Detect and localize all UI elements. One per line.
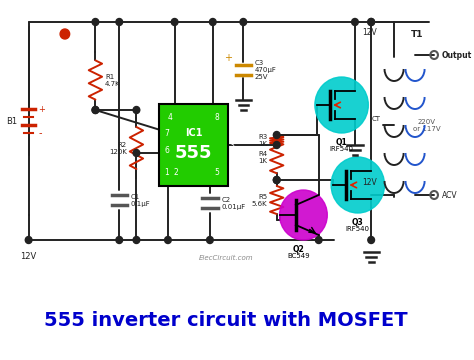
Text: 8: 8 (215, 113, 219, 122)
Text: Q2: Q2 (293, 245, 304, 254)
Circle shape (273, 176, 280, 184)
Circle shape (273, 141, 280, 149)
Circle shape (92, 18, 99, 26)
Text: IRF540: IRF540 (346, 226, 370, 232)
Text: 6: 6 (164, 145, 169, 154)
Circle shape (164, 237, 171, 243)
Circle shape (315, 237, 322, 243)
Text: Q3: Q3 (352, 218, 364, 227)
Text: +: + (38, 104, 45, 113)
Circle shape (331, 157, 384, 213)
Circle shape (210, 18, 216, 26)
Text: C2
0.01μF: C2 0.01μF (221, 197, 246, 210)
Circle shape (92, 107, 99, 113)
Text: Output: Output (442, 50, 472, 59)
Text: T1: T1 (411, 30, 424, 39)
Text: R5
5.6K: R5 5.6K (252, 194, 267, 207)
Text: R4
1K: R4 1K (258, 151, 267, 164)
Text: 220V
or 117V: 220V or 117V (413, 118, 440, 131)
Circle shape (133, 237, 140, 243)
Text: 5: 5 (215, 168, 219, 177)
Text: 4: 4 (168, 113, 173, 122)
Circle shape (240, 18, 246, 26)
Text: BC549: BC549 (287, 253, 310, 259)
Circle shape (92, 107, 99, 113)
Text: IRF540: IRF540 (329, 146, 354, 152)
Text: B1: B1 (6, 117, 17, 126)
Text: 12V: 12V (362, 178, 377, 187)
Circle shape (352, 18, 358, 26)
Text: R3
1K: R3 1K (258, 134, 267, 147)
Text: 555: 555 (175, 144, 212, 162)
Text: IC1: IC1 (185, 128, 202, 138)
Text: 555 inverter circuit with MOSFET: 555 inverter circuit with MOSFET (45, 310, 408, 329)
Circle shape (25, 237, 32, 243)
Text: R2
120K: R2 120K (109, 141, 127, 154)
Text: 12V: 12V (362, 28, 377, 37)
Text: CT: CT (372, 116, 381, 122)
Text: -: - (38, 128, 42, 138)
Text: 2: 2 (173, 168, 178, 177)
Text: +: + (224, 53, 232, 63)
Circle shape (171, 18, 178, 26)
Text: Q1: Q1 (336, 138, 347, 147)
Text: ACV: ACV (442, 190, 457, 199)
Text: R1
4.7K: R1 4.7K (105, 73, 120, 86)
Circle shape (368, 18, 374, 26)
Circle shape (315, 77, 368, 133)
Circle shape (207, 237, 213, 243)
Text: 1: 1 (164, 168, 169, 177)
Circle shape (133, 149, 140, 157)
Text: ElecCircuit.com: ElecCircuit.com (199, 255, 254, 261)
Circle shape (133, 107, 140, 113)
Circle shape (60, 29, 70, 39)
Text: 7: 7 (164, 129, 169, 138)
Text: 3: 3 (229, 140, 234, 149)
Circle shape (116, 237, 123, 243)
Text: C3
470μF
25V: C3 470μF 25V (255, 60, 277, 80)
Text: 12V: 12V (20, 252, 37, 261)
Circle shape (368, 237, 374, 243)
FancyBboxPatch shape (159, 104, 228, 186)
Circle shape (116, 18, 123, 26)
Circle shape (273, 176, 280, 184)
Circle shape (280, 190, 327, 240)
Text: C1
0.1μF: C1 0.1μF (131, 194, 150, 207)
Circle shape (368, 18, 374, 26)
Circle shape (273, 131, 280, 139)
